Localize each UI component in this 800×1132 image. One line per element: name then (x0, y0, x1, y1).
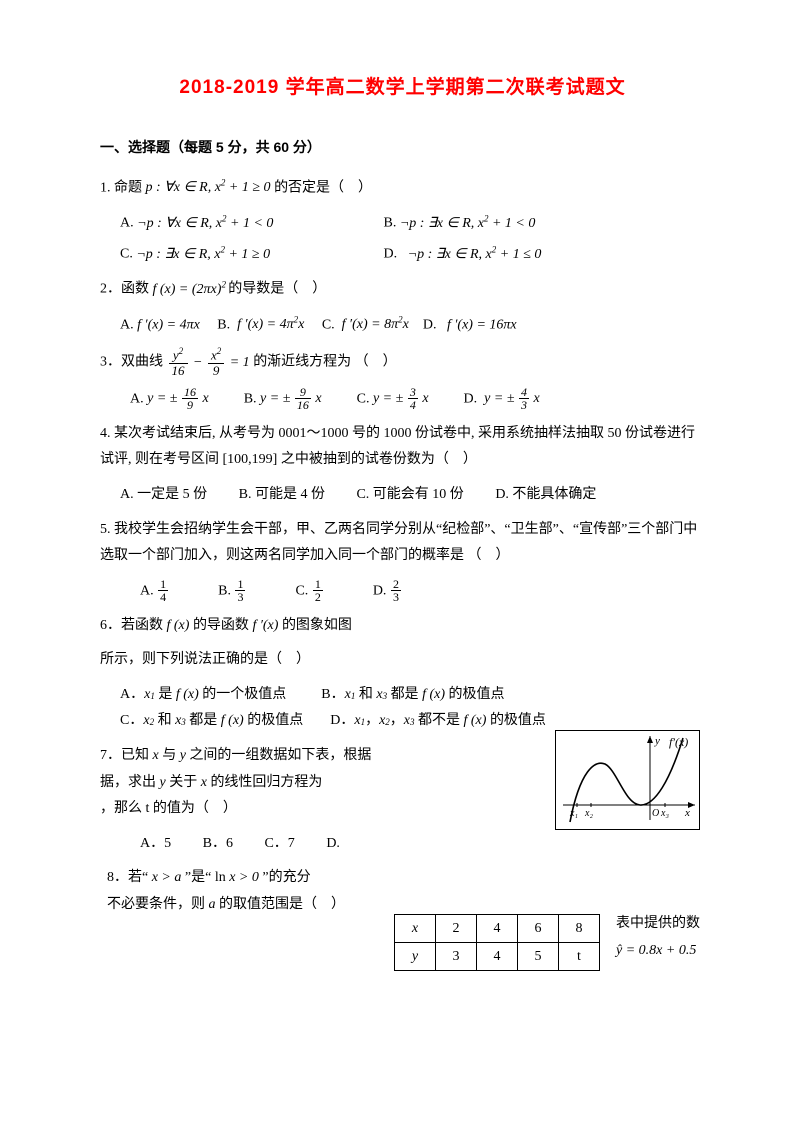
q7-data-table: x2 46 8 y3 45 t (394, 914, 600, 971)
q6-graph: y f′(x) x O x₁ x₂ x₃ (555, 730, 700, 830)
question-6-options-ab: A．x1 是 f (x) 的一个极值点 B．x1 和 x3 都是 f (x) 的… (120, 682, 705, 709)
question-6: 6．若函数 f (x) 的导函数 f ′(x) 的图象如图 (100, 613, 705, 640)
svg-text:O: O (652, 808, 659, 819)
question-1: 1. 命题 p : ∀x ∈ R, x2 + 1 ≥ 0 的否定是（ ） (100, 175, 705, 202)
svg-text:f′(x): f′(x) (669, 735, 688, 749)
svg-text:x₁: x₁ (569, 808, 578, 819)
svg-text:x₃: x₃ (660, 808, 669, 819)
question-3-options: A. y = ± 169 x B. y = ± 916 x C. y = ± 3… (130, 386, 705, 413)
section-heading: 一、选择题（每题 5 分，共 60 分） (100, 134, 705, 161)
question-3: 3．双曲线 y216 − x29 = 1 的渐近线方程为 （ ） (100, 347, 705, 378)
question-1-options-2: C. ¬p : ∃x ∈ R, x2 + 1 ≥ 0 D. ¬p : ∃x ∈ … (120, 241, 705, 268)
page-title: 2018-2019 学年高二数学上学期第二次联考试题文 (100, 70, 705, 106)
question-4-options: A. 一定是 5 份 B. 可能是 4 份 C. 可能会有 10 份 D. 不能… (120, 482, 705, 509)
question-4: 4. 某次考试结束后, 从考号为 0001～1000 号的 1000 份试卷中,… (100, 421, 705, 474)
question-7-options: A．5 B．6 C．7 D. (140, 831, 705, 858)
question-1-options: A. ¬p : ∀x ∈ R, x2 + 1 < 0 B. ¬p : ∃x ∈ … (120, 210, 705, 237)
question-6-line2: 所示，则下列说法正确的是（ ） (100, 647, 705, 674)
question-5-options: A. 14 B. 13 C. 12 D. 23 (140, 578, 705, 605)
question-2-options: A. f ′(x) = 4πx B. f ′(x) = 4π2x C. f ′(… (120, 312, 705, 339)
svg-text:x₂: x₂ (584, 808, 593, 819)
question-5: 5. 我校学生会招纳学生会干部，甲、乙两名同学分别从“纪检部”、“卫生部”、“宣… (100, 517, 705, 570)
q7-right-text: 表中提供的数 ŷ = 0.8x + 0.5 (616, 911, 700, 964)
question-2: 2．函数 f (x) = (2πx)2 的导数是（ ） (100, 276, 705, 303)
svg-text:y: y (654, 735, 660, 747)
svg-text:x: x (684, 807, 690, 819)
